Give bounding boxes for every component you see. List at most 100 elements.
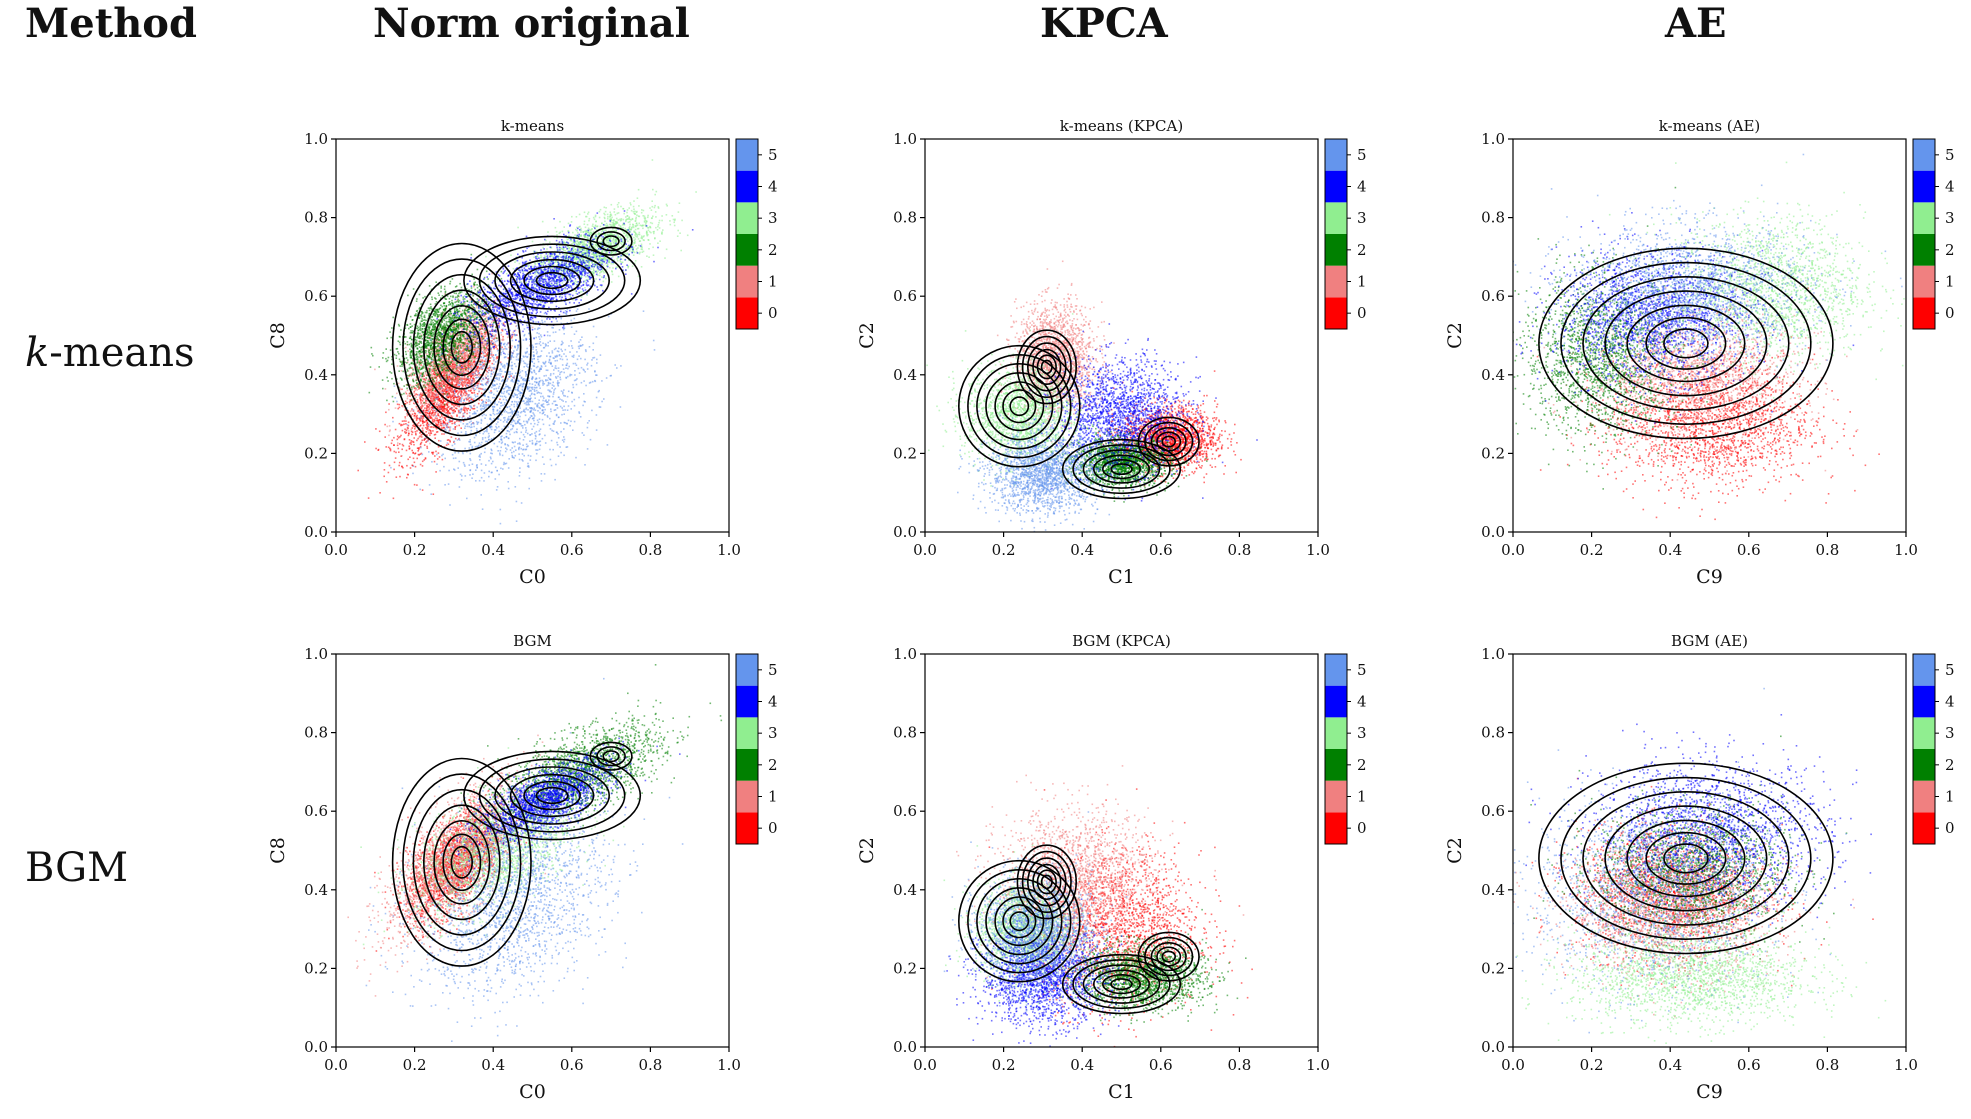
data-point bbox=[433, 493, 435, 495]
data-point bbox=[452, 366, 454, 368]
data-point bbox=[444, 418, 446, 420]
data-point bbox=[460, 369, 462, 371]
data-point bbox=[398, 353, 400, 355]
data-point bbox=[456, 415, 458, 417]
data-point bbox=[457, 314, 459, 316]
data-point bbox=[419, 315, 421, 317]
data-point bbox=[437, 372, 439, 374]
data-point bbox=[449, 335, 451, 337]
data-point bbox=[438, 415, 440, 417]
data-point bbox=[375, 448, 377, 450]
data-point bbox=[452, 379, 454, 381]
data-point bbox=[439, 314, 441, 316]
data-point bbox=[463, 348, 465, 350]
data-point bbox=[424, 319, 426, 321]
data-point bbox=[424, 444, 426, 446]
data-point bbox=[458, 366, 460, 368]
data-point bbox=[401, 449, 403, 451]
data-point bbox=[453, 411, 455, 413]
data-point bbox=[385, 446, 387, 448]
data-point bbox=[420, 364, 422, 366]
data-point bbox=[407, 350, 409, 352]
data-point bbox=[398, 465, 400, 467]
data-point bbox=[431, 452, 433, 454]
data-point bbox=[411, 444, 413, 446]
data-point bbox=[446, 407, 448, 409]
data-point bbox=[401, 379, 403, 381]
data-point bbox=[490, 390, 492, 392]
data-point bbox=[427, 428, 429, 430]
data-point bbox=[417, 336, 419, 338]
data-point bbox=[418, 422, 420, 424]
data-point bbox=[407, 370, 409, 372]
data-point bbox=[390, 450, 392, 452]
data-point bbox=[464, 381, 466, 383]
data-point bbox=[456, 377, 458, 379]
data-point bbox=[429, 443, 431, 445]
data-point bbox=[411, 410, 413, 412]
data-point bbox=[423, 316, 425, 318]
data-point bbox=[412, 441, 414, 443]
data-point bbox=[421, 316, 423, 318]
data-point bbox=[481, 328, 483, 330]
data-point bbox=[413, 392, 415, 394]
data-point bbox=[383, 352, 385, 354]
data-point bbox=[449, 283, 451, 285]
data-point bbox=[400, 329, 402, 331]
data-point bbox=[477, 298, 479, 300]
data-point bbox=[437, 458, 439, 460]
data-point bbox=[443, 330, 445, 332]
data-point bbox=[424, 411, 426, 413]
data-point bbox=[451, 396, 453, 398]
data-point bbox=[415, 388, 417, 390]
data-point bbox=[467, 376, 469, 378]
data-point bbox=[430, 388, 432, 390]
data-point bbox=[479, 388, 481, 390]
data-point bbox=[413, 444, 415, 446]
data-point bbox=[448, 348, 450, 350]
data-point bbox=[431, 433, 433, 435]
data-point bbox=[417, 361, 419, 363]
data-point bbox=[391, 327, 393, 329]
data-point bbox=[416, 310, 418, 312]
data-point bbox=[456, 400, 458, 402]
data-point bbox=[473, 321, 475, 323]
data-point bbox=[408, 422, 410, 424]
data-point bbox=[409, 349, 411, 351]
data-point bbox=[416, 351, 418, 353]
data-point bbox=[478, 369, 480, 371]
data-point bbox=[467, 382, 469, 384]
data-point bbox=[398, 383, 400, 385]
data-point bbox=[427, 383, 429, 385]
data-point bbox=[439, 368, 441, 370]
data-point bbox=[428, 334, 430, 336]
data-point bbox=[457, 393, 459, 395]
data-point bbox=[417, 333, 419, 335]
data-point bbox=[442, 459, 444, 461]
data-point bbox=[430, 396, 432, 398]
data-point bbox=[417, 423, 419, 425]
data-point bbox=[438, 292, 440, 294]
data-point bbox=[438, 309, 440, 311]
data-point bbox=[423, 398, 425, 400]
data-point bbox=[384, 462, 386, 464]
data-point bbox=[408, 446, 410, 448]
data-point bbox=[396, 476, 398, 478]
data-point bbox=[426, 406, 428, 408]
data-point bbox=[445, 412, 447, 414]
data-point bbox=[456, 382, 458, 384]
data-point bbox=[478, 383, 480, 385]
data-point bbox=[431, 377, 433, 379]
data-point bbox=[456, 308, 458, 310]
data-point bbox=[434, 326, 436, 328]
data-point bbox=[433, 381, 435, 383]
data-point bbox=[447, 404, 449, 406]
data-point bbox=[397, 435, 399, 437]
data-point bbox=[428, 307, 430, 309]
data-point bbox=[465, 408, 467, 410]
data-point bbox=[401, 466, 403, 468]
data-point bbox=[482, 344, 484, 346]
data-point bbox=[430, 390, 432, 392]
data-point bbox=[436, 431, 438, 433]
data-point bbox=[431, 409, 433, 411]
